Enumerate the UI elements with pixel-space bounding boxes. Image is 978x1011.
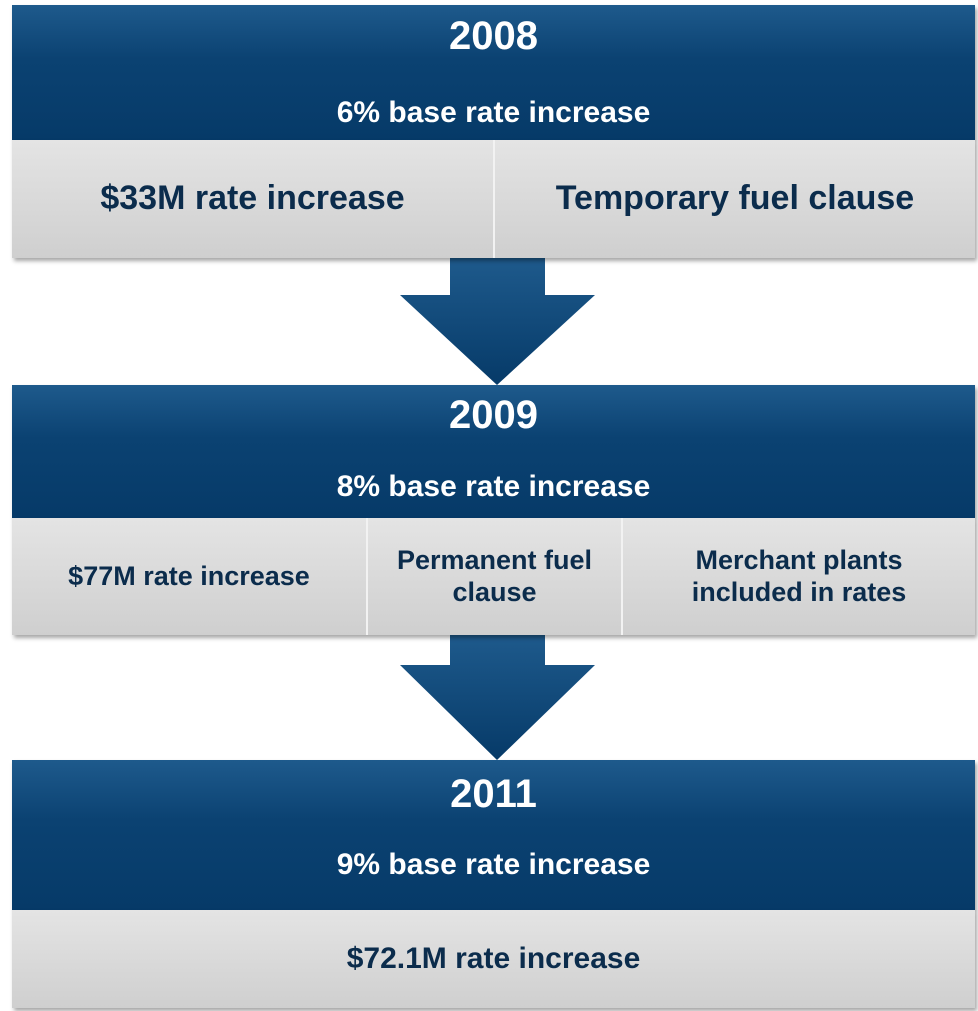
block-header: 2009 8% base rate increase — [12, 385, 975, 518]
item: $33M rate increase — [12, 140, 495, 258]
year: 2008 — [449, 14, 538, 58]
item: Temporary fuel clause — [495, 140, 975, 258]
item-row: $33M rate increase Temporary fuel clause — [12, 140, 975, 258]
block-header: 2011 9% base rate increase — [12, 760, 975, 910]
item-row: $77M rate increase Permanent fuel clause M… — [12, 518, 975, 635]
item: Permanent fuel clause — [368, 518, 623, 635]
item: $77M rate increase — [12, 518, 368, 635]
item-row: $72.1M rate increase — [12, 910, 975, 1008]
item: Merchant plants included in rates — [623, 518, 975, 635]
arrow — [400, 635, 595, 760]
year: 2009 — [449, 393, 538, 437]
subtitle: 6% base rate increase — [336, 96, 651, 129]
item: $72.1M rate increase — [12, 910, 975, 1008]
subtitle: 9% base rate increase — [336, 848, 651, 881]
block-header: 2008 6% base rate increase — [12, 5, 975, 140]
subtitle: 8% base rate increase — [336, 470, 651, 503]
year: 2011 — [450, 772, 537, 816]
arrow — [400, 258, 595, 385]
